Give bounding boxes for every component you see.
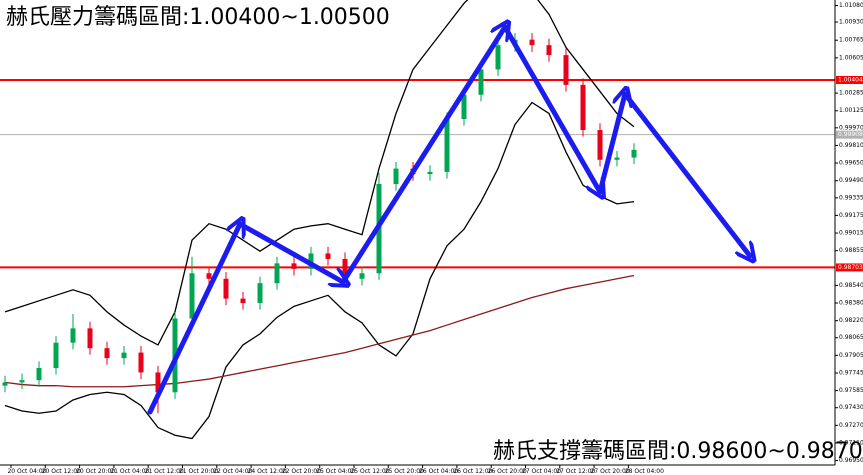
x-tick-label: 20 Oct 12:00 bbox=[42, 468, 81, 475]
y-tick-label: 0.97905 bbox=[839, 352, 863, 359]
x-tick-label: 26 Oct 04:00 bbox=[419, 468, 458, 475]
candle-body bbox=[427, 171, 433, 175]
arrow bbox=[237, 221, 343, 282]
candle-body bbox=[291, 263, 297, 269]
level-label-box bbox=[836, 75, 863, 84]
candle-body bbox=[257, 283, 263, 304]
candle-body bbox=[359, 273, 365, 279]
candle-body bbox=[87, 328, 93, 349]
arrow bbox=[622, 91, 750, 256]
candle-body bbox=[223, 278, 229, 299]
candle-body bbox=[563, 55, 569, 85]
x-tick-label: 25 Oct 12:00 bbox=[350, 468, 389, 475]
candle-body bbox=[580, 84, 586, 131]
x-tick-label: 26 Oct 12:00 bbox=[453, 468, 492, 475]
y-tick-label: 0.97270 bbox=[839, 422, 863, 429]
y-tick-label: 0.96950 bbox=[839, 457, 863, 464]
y-tick-label: 0.97585 bbox=[839, 387, 863, 394]
y-tick-label: 1.00930 bbox=[839, 19, 863, 26]
candle-body bbox=[597, 130, 603, 160]
y-tick-label: 0.97745 bbox=[839, 369, 863, 376]
arrow bbox=[340, 27, 505, 285]
candle-body bbox=[104, 348, 110, 359]
level-label: 0.99908 bbox=[838, 131, 863, 138]
x-tick-label: 27 Oct 04:00 bbox=[522, 468, 561, 475]
indicator-line bbox=[4, 0, 635, 346]
x-tick-label: 27 Oct 12:00 bbox=[556, 468, 595, 475]
candle-body bbox=[614, 157, 620, 160]
y-tick-label: 1.00125 bbox=[839, 107, 863, 114]
candle-body bbox=[2, 382, 8, 386]
candle-body bbox=[546, 45, 552, 56]
candle-body bbox=[206, 273, 212, 279]
arrow bbox=[597, 94, 625, 195]
candle-body bbox=[53, 342, 59, 369]
level-label-box bbox=[836, 130, 863, 139]
y-tick-label: 0.99335 bbox=[839, 194, 863, 201]
candle-body bbox=[70, 328, 76, 343]
x-tick-label: 28 Oct 04:00 bbox=[625, 468, 664, 475]
y-tick-label: 0.99810 bbox=[839, 142, 863, 149]
y-tick-label: 0.98380 bbox=[839, 300, 863, 307]
annotation: 赫氏支撐籌碼區間:0.98600~0.98700 bbox=[493, 439, 863, 464]
y-tick-label: 1.00765 bbox=[839, 37, 863, 44]
indicator-line bbox=[4, 101, 635, 440]
y-tick-label: 0.98855 bbox=[839, 247, 863, 254]
y-tick-label: 0.99175 bbox=[839, 212, 863, 219]
y-tick-label: 0.98220 bbox=[839, 317, 863, 324]
x-tick-label: 21 Oct 12:00 bbox=[145, 468, 184, 475]
candle-body bbox=[478, 69, 484, 95]
axes: 1.01080 1.00930 1.00765 1.00605 1.00285 1.001… bbox=[7, 2, 863, 475]
y-tick-label: 0.98065 bbox=[839, 334, 863, 341]
y-tick-label: 0.99015 bbox=[839, 230, 863, 237]
indicator-line bbox=[4, 274, 635, 388]
x-tick-label: 27 Oct 20:00 bbox=[591, 468, 630, 475]
candle-body bbox=[189, 273, 195, 319]
x-tick-label: 22 Oct 20:00 bbox=[282, 468, 321, 475]
candle-body bbox=[138, 352, 144, 373]
level-label-box bbox=[836, 263, 863, 272]
candle-body bbox=[121, 352, 127, 359]
candle-body bbox=[36, 368, 42, 381]
x-tick-label: 20 Oct 20:00 bbox=[76, 468, 115, 475]
x-tick-label: 20 Oct 04:00 bbox=[7, 468, 46, 475]
y-tick-label: 0.99650 bbox=[839, 160, 863, 167]
chart-title: 赫氏壓力籌碼區間:1.00400~1.00500 bbox=[6, 5, 390, 30]
y-tick-label: 1.01080 bbox=[839, 2, 863, 9]
candle-body bbox=[444, 119, 450, 172]
candle-body bbox=[240, 298, 246, 304]
arrow bbox=[147, 224, 240, 415]
candle-body bbox=[19, 380, 25, 383]
y-tick-label: 1.00285 bbox=[839, 90, 863, 97]
level-label: 0.98703 bbox=[838, 264, 863, 271]
x-tick-label: 25 Oct 04:00 bbox=[316, 468, 355, 475]
y-tick-label: 1.00605 bbox=[839, 54, 863, 61]
x-tick-label: 21 Oct 04:00 bbox=[110, 468, 149, 475]
candle-body bbox=[274, 263, 280, 284]
y-tick-label: 0.99970 bbox=[839, 124, 863, 131]
x-tick-label: 24 Oct 12:00 bbox=[248, 468, 287, 475]
y-tick-label: 0.99490 bbox=[839, 177, 863, 184]
y-tick-label: 0.98540 bbox=[839, 282, 863, 289]
candle-body bbox=[393, 168, 399, 185]
candle-body bbox=[495, 45, 501, 70]
candle-body bbox=[325, 253, 331, 259]
y-tick-label: 0.97110 bbox=[839, 439, 863, 446]
level-label: 1.00404 bbox=[838, 76, 863, 83]
x-tick-label: 21 Oct 20:00 bbox=[179, 468, 218, 475]
x-tick-label: 22 Oct 04:00 bbox=[213, 468, 252, 475]
y-tick-label: 0.97430 bbox=[839, 404, 863, 411]
x-tick-label: 25 Oct 20:00 bbox=[385, 468, 424, 475]
candle-body bbox=[631, 149, 637, 158]
arrow bbox=[502, 24, 600, 192]
x-tick-label: 26 Oct 20:00 bbox=[488, 468, 527, 475]
candle-body bbox=[155, 372, 161, 393]
candle-body bbox=[461, 94, 467, 120]
trend-arrows bbox=[147, 24, 750, 415]
candle-body bbox=[529, 39, 535, 46]
